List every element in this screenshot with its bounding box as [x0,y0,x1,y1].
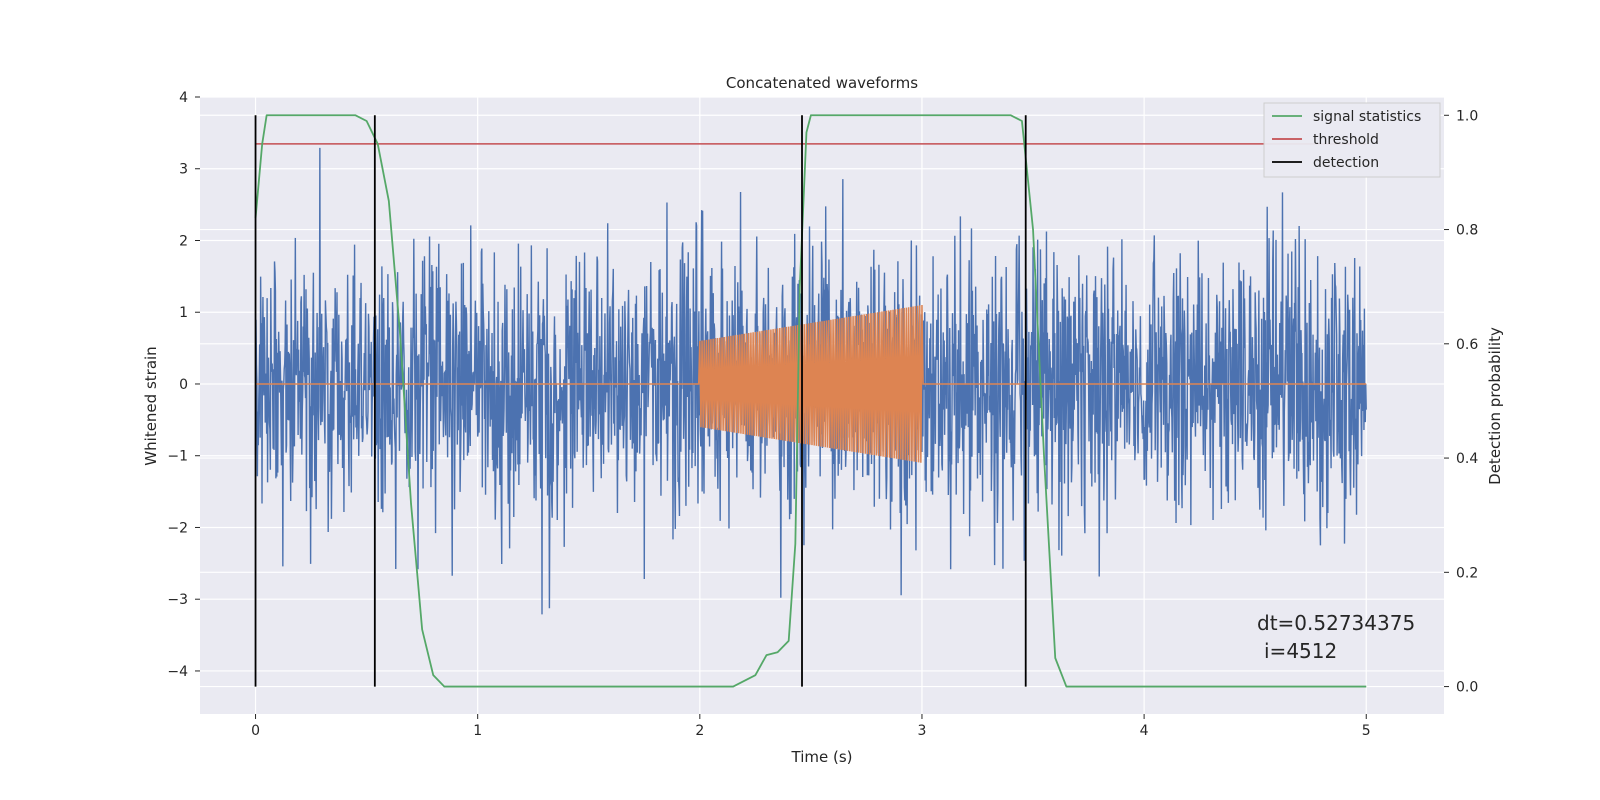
legend-label-detection: detection [1313,155,1379,171]
annotation-i: i=4512 [1264,639,1337,663]
signal-statistics-line [254,114,1367,688]
y-tick-label: 2 [179,233,188,249]
y-tick-label: −4 [167,664,188,680]
x-tick-label: 4 [1140,723,1149,739]
y-tick-label: −1 [167,449,188,465]
y-right-tick-label: 0.6 [1456,337,1478,353]
y-right-tick-label: 1.0 [1456,108,1478,124]
y-right-tick-label: 0.2 [1456,565,1478,581]
x-tick-label: 0 [251,723,260,739]
waveform-line [255,305,1367,463]
y-right-tick-label: 0.4 [1456,451,1478,467]
legend-label-threshold: threshold [1313,132,1379,148]
y-tick-label: 1 [179,305,188,321]
y-tick-label: 3 [179,162,188,178]
legend: signal statistics threshold detection [1263,102,1441,178]
annotation-dt: dt=0.52734375 [1257,611,1415,635]
detection-series [254,115,1027,687]
y-axis-right-label: Detection probability [1486,327,1504,485]
x-tick-label: 3 [918,723,927,739]
x-axis-label: Time (s) [791,748,853,766]
x-tick-label: 2 [695,723,704,739]
y-axis-label: Whitened strain [142,346,160,465]
y-right-tick-label: 0.0 [1456,680,1478,696]
chart-title: Concatenated waveforms [726,74,918,92]
y-tick-label: 0 [179,377,188,393]
legend-label-signal-statistics: signal statistics [1313,109,1421,125]
x-tick-label: 1 [473,723,482,739]
tick-labels: 0 1 2 3 4 5 4 3 2 1 0 −1 −2 −3 −4 1.0 0.8 0.6 0.4 0.2 0.0 [167,90,1478,739]
y-right-tick-label: 0.8 [1456,223,1478,239]
y-tick-label: −2 [167,520,188,536]
y-tick-label: 4 [179,90,188,106]
signal-statistics-series [254,114,1367,688]
waveform-series [255,305,1367,463]
x-tick-label: 5 [1362,723,1371,739]
y-tick-label: −3 [167,592,188,608]
